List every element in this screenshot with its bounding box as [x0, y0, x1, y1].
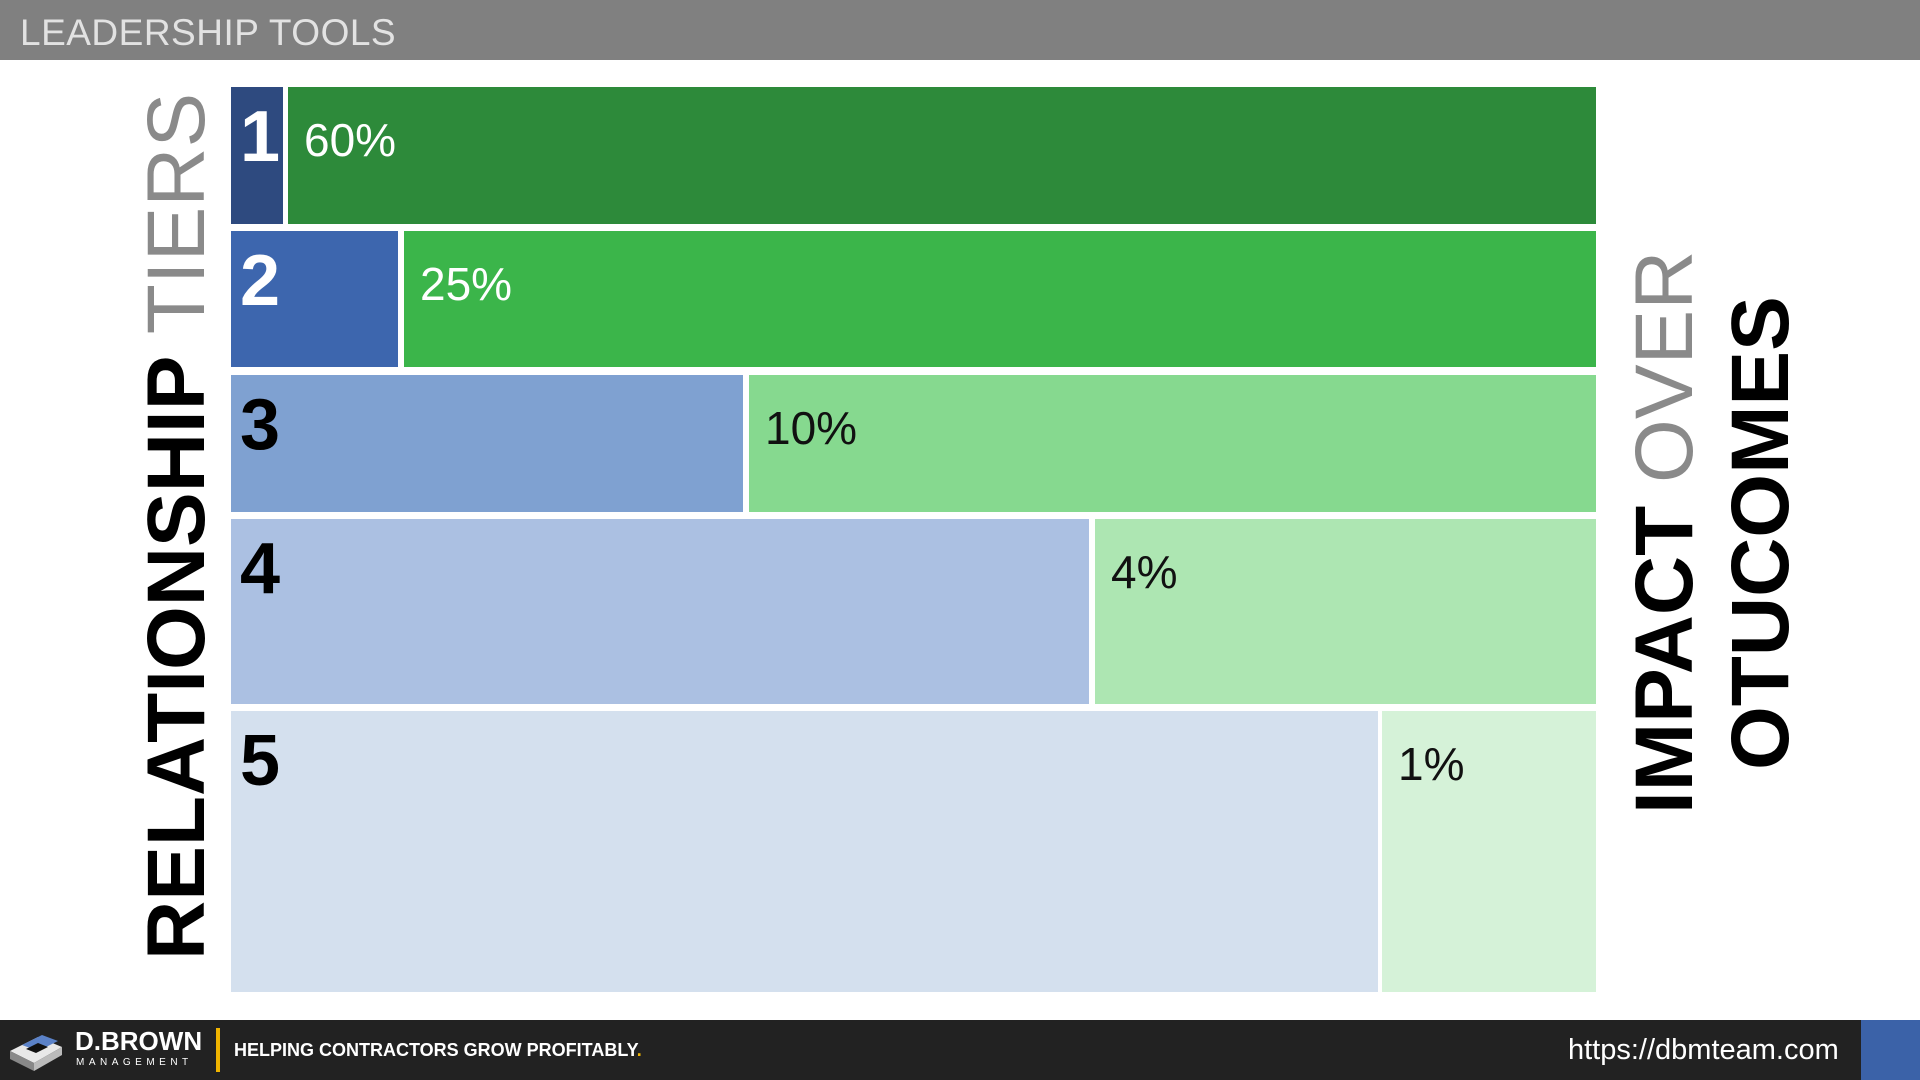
impact-block-5: 1%	[1382, 711, 1596, 992]
impact-percent: 4%	[1111, 546, 1178, 598]
impact-percent: 1%	[1398, 738, 1465, 790]
tagline-dot: .	[636, 1040, 642, 1060]
tagline: HELPING CONTRACTORS GROW PROFITABLY.	[234, 1040, 642, 1061]
tier-number: 5	[240, 721, 281, 801]
tagline-text: HELPING CONTRACTORS GROW PROFITABLY	[234, 1040, 637, 1060]
page-title: LEADERSHIP TOOLS	[20, 12, 397, 53]
dbm-logo-icon	[10, 1035, 62, 1071]
right-vertical-label-line1: IMPACT OVER	[1619, 251, 1710, 814]
impact-block-3: 10%	[749, 375, 1596, 512]
tier-number: 3	[240, 385, 281, 465]
tier-block-5: 5	[231, 711, 1378, 992]
impact-block-2: 25%	[404, 231, 1596, 367]
header-bar: LEADERSHIP TOOLS	[0, 0, 1920, 60]
impact-block-1: 60%	[288, 87, 1596, 224]
left-vertical-label: RELATIONSHIP TIERS	[131, 93, 222, 960]
brand-name: D.BROWN	[75, 1026, 203, 1056]
impact-percent: 10%	[765, 402, 858, 454]
tier-number: 2	[240, 241, 281, 321]
right-vertical-label-line2: OTUCOMES	[1715, 296, 1806, 770]
footer: D.BROWN MANAGEMENT HELPING CONTRACTORS G…	[0, 1020, 1920, 1080]
tier-block-3: 3	[231, 375, 743, 512]
impact-block-4: 4%	[1095, 519, 1596, 704]
tier-block-4: 4	[231, 519, 1089, 704]
right-label-bold: IMPACT	[1619, 505, 1710, 814]
right-label-bold-2: OTUCOMES	[1715, 296, 1806, 770]
right-label-light: OVER	[1619, 250, 1710, 483]
impact-percent: 25%	[420, 258, 513, 310]
website-link[interactable]: https://dbmteam.com	[1568, 1034, 1839, 1066]
brand-subtitle: MANAGEMENT	[76, 1057, 193, 1068]
left-label-light: TIERS	[131, 92, 222, 335]
footer-divider	[216, 1028, 220, 1072]
tier-number: 4	[240, 529, 281, 609]
impact-percent: 60%	[304, 114, 397, 166]
tier-number: 1	[240, 97, 281, 177]
tier-block-1: 1	[231, 87, 283, 224]
tier-block-2: 2	[231, 231, 398, 367]
footer-accent-block	[1861, 1020, 1920, 1080]
left-label-bold: RELATIONSHIP	[131, 355, 222, 960]
